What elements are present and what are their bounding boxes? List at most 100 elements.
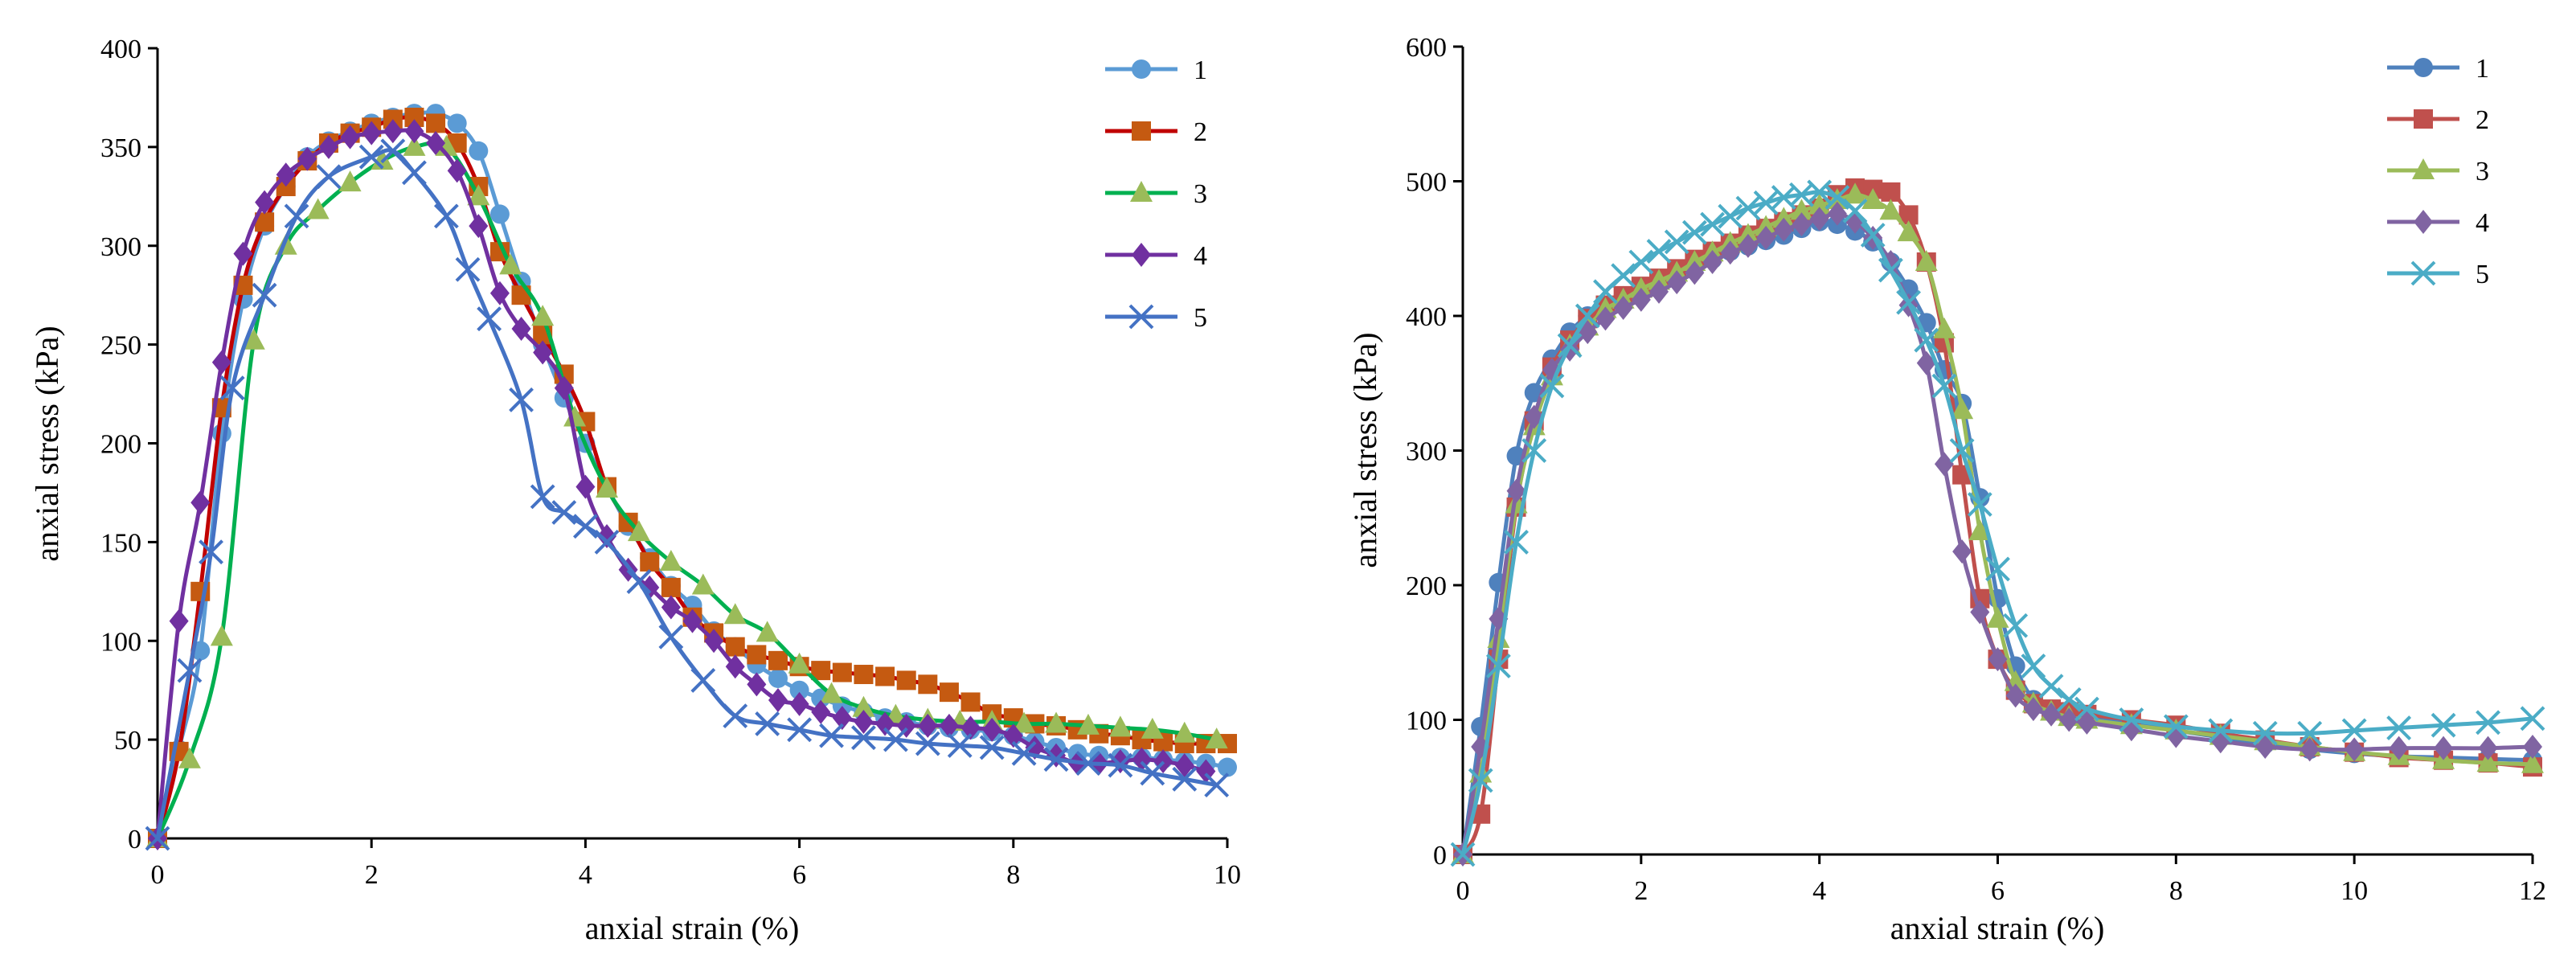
chart1-series-5-point	[1172, 766, 1198, 792]
chart1-series-4-point	[854, 710, 874, 735]
chart1-series-4-point	[1003, 723, 1023, 748]
chart2-series-5-point-stroke-b	[1771, 185, 1796, 211]
chart1-series-3-point	[338, 170, 362, 192]
chart1-series-2-point	[640, 551, 660, 572]
chart1-y-tick-label: 0	[128, 825, 141, 854]
chart1-series-5-point-stroke-b	[1204, 772, 1230, 798]
chart1-series-5-point-stroke-b	[402, 160, 427, 186]
chart1-series-1-point	[447, 113, 467, 133]
chart2-series-4-point	[1613, 295, 1633, 320]
chart1-y-tick-label: 250	[100, 331, 141, 361]
chart2-series-5-point	[1931, 373, 1957, 399]
chart2-series-5-point-stroke-b	[2003, 613, 2029, 638]
chart2-series-3-point	[1755, 215, 1778, 236]
chart1-series-2-point	[725, 637, 745, 657]
chart2-series-5-point-stroke-b	[2476, 710, 2500, 736]
chart1-series-3-point	[596, 477, 619, 498]
chart2-series-5-point	[2386, 715, 2412, 740]
chart1-series-5-point-stroke-b	[358, 144, 384, 170]
chart1-series-5-point	[252, 282, 277, 308]
chart1-series-4-point	[1174, 753, 1194, 778]
chart1-series-5-point-stroke-b	[883, 727, 908, 752]
chart2-series-3-point	[1772, 207, 1796, 228]
chart1-series-5-point	[1140, 760, 1165, 786]
chart2-legend-marker-1	[2414, 58, 2433, 77]
chart1-series-5-point	[402, 160, 427, 186]
chart2-series-3-point	[1897, 220, 1920, 242]
chart2-series-4-point	[2389, 736, 2409, 760]
chart1-legend-marker-3	[1130, 181, 1153, 202]
chart1-series-4-point	[169, 609, 189, 633]
chart1-series-5-point	[883, 727, 908, 752]
chart2-x-tick-label: 0	[1456, 876, 1470, 906]
chart2-series-4-point	[1667, 270, 1687, 295]
chart1-series-5-point	[551, 500, 577, 525]
chart1-series-5-point-stroke-b	[551, 500, 577, 525]
chart1-series-5-point	[145, 826, 170, 851]
chart2-series-5-point-stroke-b	[1504, 529, 1529, 555]
chart2-series-5-point	[2003, 613, 2029, 638]
chart1-series-5-point-stroke-b	[755, 711, 780, 736]
chart1-series-5-point-stroke-b	[690, 667, 716, 693]
chart1-series-4-point	[233, 241, 253, 266]
chart2-series-5-point-stroke-b	[1824, 185, 1850, 211]
chart1-series-5-point	[947, 733, 973, 758]
chart2-series-5-point	[1504, 529, 1529, 555]
chart2-series-5-point-stroke-b	[2431, 712, 2456, 738]
chart2-series-3-point	[2476, 751, 2500, 772]
chart1-series-4-point	[768, 687, 788, 712]
chart2-y-tick-label: 300	[1406, 437, 1447, 467]
chart1-series-3-point	[371, 149, 394, 170]
chart1-series-5-point-stroke-b	[572, 514, 598, 539]
chart2-series-3-point	[1932, 317, 1956, 338]
chart2-series-4-point	[1649, 279, 1669, 304]
chart2-series-5-point-stroke-b	[1896, 289, 1921, 315]
chart1-series-2-point	[426, 113, 446, 133]
chart2-series-5-point-stroke-b	[1539, 373, 1565, 399]
chart1-series-5-point-stroke-b	[851, 725, 876, 751]
chart2-series-4-point	[1916, 350, 1936, 375]
chart2-series-3-point	[1629, 277, 1652, 298]
chart2-series-5-point	[2297, 720, 2323, 746]
chart2-series-4-point	[2077, 710, 2097, 735]
chart2-series-4-point	[1970, 600, 1990, 625]
chart2-legend-label-4: 4	[2476, 208, 2489, 238]
chart2-series-5-point	[2341, 718, 2367, 744]
chart2-series-5-point-stroke-b	[1485, 654, 1511, 678]
chart1-legend-entry-4: 4	[1105, 241, 1207, 271]
chart1-series-5-point-stroke-b	[594, 529, 620, 555]
chart2-series-5-point	[1735, 195, 1761, 221]
chart1-series-5-point	[380, 138, 406, 164]
chart2-legend-label-2: 2	[2476, 105, 2489, 135]
chart1-series-1-point	[469, 141, 489, 161]
chart2-legend-marker-5	[2410, 260, 2436, 286]
chart2-x-tick-label: 10	[2341, 876, 2368, 906]
chart1-legend-label-4: 4	[1194, 241, 1207, 271]
chart2-x-tick-label: 6	[1991, 876, 2005, 906]
chart2-series-5-point-stroke-b	[1753, 190, 1779, 215]
chart1-series-4-point	[190, 490, 211, 515]
chart1-series-5-point	[455, 256, 481, 282]
chart1-series-1-point	[768, 668, 788, 688]
chart1-series-5-point-stroke-b	[723, 703, 748, 729]
chart1-series-5-point-stroke-b	[177, 658, 203, 683]
chart1-series-5-point	[284, 203, 309, 229]
chart2-y-axis-title: anxial stress (kPa)	[1347, 332, 1383, 568]
chart2-series-3-point	[1683, 250, 1706, 271]
chart1-series-5-point-stroke-b	[915, 731, 940, 756]
chart1-series-5-point	[509, 387, 534, 412]
chart2-series-5-point-stroke-b	[1985, 556, 2010, 582]
chart1-series-5-point-stroke-b	[380, 138, 406, 164]
chart2-series-5-point	[1575, 303, 1600, 329]
chart1-series-3-point	[691, 573, 715, 595]
chart1-series-4-point	[918, 713, 938, 738]
chart1-series-5-point-stroke-b	[477, 306, 502, 332]
chart2-series-3-point	[1844, 182, 1867, 204]
chart2-series-4-point	[2023, 697, 2043, 722]
chart1-series-5-point	[658, 624, 684, 650]
chart1-legend-label-5: 5	[1194, 303, 1207, 333]
chart2-series-5-point-stroke-b	[1949, 438, 1975, 463]
chart1-series-3-point	[1205, 727, 1228, 749]
chart1-series-5-point-stroke-b	[1075, 751, 1101, 777]
chart2-series-5-point-stroke-b	[1628, 249, 1654, 275]
